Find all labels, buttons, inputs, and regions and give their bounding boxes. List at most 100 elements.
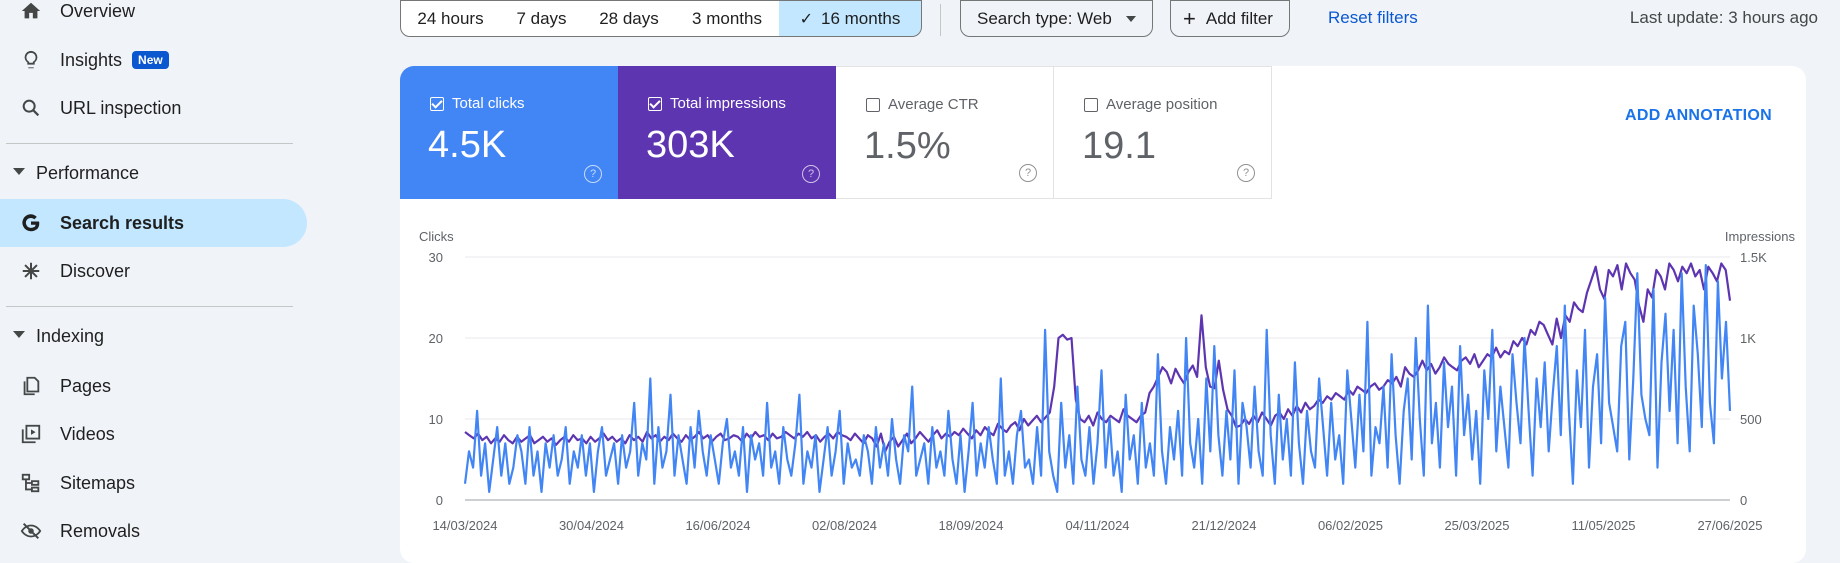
section-label-performance: Performance — [36, 163, 140, 183]
metric-label-text: Average position — [1106, 96, 1218, 113]
help-icon[interactable]: ? — [1237, 164, 1255, 182]
checkbox-unchecked[interactable] — [1084, 97, 1098, 112]
y-right-tick: 1K — [1740, 331, 1756, 346]
y-right-tick: 0 — [1740, 493, 1747, 508]
nav-item-insights[interactable]: Insights New — [0, 36, 307, 84]
add-filter-button[interactable]: + Add filter — [1170, 0, 1290, 37]
metric-label-text: Average CTR — [888, 96, 979, 113]
caret-down-icon — [13, 331, 25, 338]
home-icon — [20, 0, 42, 22]
range-label: 24 hours — [417, 8, 484, 28]
video-icon — [20, 423, 42, 445]
y-left-axis-label: Clicks — [419, 229, 454, 244]
metric-average-ctr[interactable]: Average CTR 1.5% ? — [836, 66, 1054, 199]
last-update-text: Last update: 3 hours ago — [1629, 8, 1818, 27]
sitemap-icon — [20, 472, 42, 494]
metric-value: 4.5K — [428, 124, 507, 166]
metric-label: Average CTR — [866, 96, 979, 113]
x-tick: 25/03/2025 — [1444, 518, 1509, 533]
help-icon[interactable]: ? — [802, 165, 820, 183]
y-left-tick: 30 — [429, 250, 443, 265]
x-tick: 27/06/2025 — [1697, 518, 1762, 533]
sidebar-divider — [6, 306, 293, 307]
range-label: 7 days — [516, 8, 567, 28]
asterisk-icon — [20, 260, 42, 282]
range-24-hours[interactable]: 24 hours — [400, 0, 501, 37]
nav-item-search-results[interactable]: Search results — [0, 199, 307, 247]
help-icon[interactable]: ? — [584, 165, 602, 183]
range-28-days[interactable]: 28 days — [583, 0, 676, 37]
nav-label-sitemaps: Sitemaps — [60, 472, 136, 493]
y-left-tick: 10 — [429, 412, 443, 427]
nav-label-url-inspection: URL inspection — [60, 97, 182, 118]
range-7-days[interactable]: 7 days — [500, 0, 584, 37]
search-icon — [20, 97, 42, 119]
metric-label-text: Total clicks — [452, 95, 525, 112]
eye-off-icon — [20, 520, 42, 542]
x-tick: 02/08/2024 — [812, 518, 877, 533]
range-label: 28 days — [599, 8, 659, 28]
nav-label-videos: Videos — [60, 423, 115, 444]
metric-total-clicks[interactable]: Total clicks 4.5K ? — [400, 66, 618, 199]
nav-item-pages[interactable]: Pages — [0, 362, 307, 410]
lightbulb-icon — [20, 49, 42, 71]
y-left-tick: 20 — [429, 331, 443, 346]
x-tick: 11/05/2025 — [1571, 518, 1635, 533]
checkbox-unchecked[interactable] — [866, 97, 880, 112]
sidebar-divider — [6, 143, 293, 144]
y-left-tick: 0 — [436, 493, 443, 508]
help-icon[interactable]: ? — [1019, 164, 1037, 182]
range-16-months[interactable]: ✓ 16 months — [779, 0, 922, 37]
nav-item-url-inspection[interactable]: URL inspection — [0, 84, 307, 132]
search-type-label: Search type: Web — [977, 8, 1112, 28]
nav-item-overview[interactable]: Overview — [0, 0, 307, 35]
impressions-series-line — [464, 262, 1732, 453]
section-label-indexing: Indexing — [36, 326, 105, 346]
metric-average-position[interactable]: Average position 19.1 ? — [1054, 66, 1272, 199]
nav-label-pages: Pages — [60, 375, 112, 396]
section-performance[interactable]: Performance — [0, 154, 300, 194]
sidebar: Overview Insights New URL inspection Perf… — [0, 0, 312, 563]
x-tick: 06/02/2025 — [1318, 518, 1383, 533]
performance-card: Total clicks 4.5K ? Total impressions 30… — [400, 66, 1806, 563]
nav-label-discover: Discover — [60, 260, 131, 281]
range-label: 16 months — [821, 8, 901, 28]
toolbar-divider — [940, 4, 941, 36]
metric-total-impressions[interactable]: Total impressions 303K ? — [618, 66, 836, 199]
pages-icon — [20, 375, 42, 397]
caret-down-icon — [1125, 15, 1136, 22]
search-type-dropdown[interactable]: Search type: Web — [960, 0, 1153, 37]
nav-item-removals[interactable]: Removals — [0, 507, 307, 555]
check-icon: ✓ — [799, 10, 813, 28]
checkbox-checked[interactable] — [648, 96, 662, 111]
nav-label-removals: Removals — [60, 520, 141, 541]
x-tick: 16/06/2024 — [685, 518, 750, 533]
add-annotation-button[interactable]: ADD ANNOTATION — [1625, 107, 1772, 124]
x-tick: 30/04/2024 — [559, 518, 624, 533]
range-3-months[interactable]: 3 months — [675, 0, 780, 37]
y-right-tick: 1.5K — [1740, 250, 1767, 265]
x-tick: 14/03/2024 — [432, 518, 497, 533]
new-badge: New — [132, 50, 169, 69]
x-tick: 18/09/2024 — [938, 518, 1003, 533]
metric-label: Total impressions — [648, 95, 786, 112]
nav-label-overview: Overview — [60, 0, 136, 21]
nav-item-sitemaps[interactable]: Sitemaps — [0, 459, 307, 507]
checkbox-checked[interactable] — [430, 96, 444, 111]
reset-filters-link[interactable]: Reset filters — [1328, 8, 1418, 27]
add-filter-label: Add filter — [1205, 8, 1273, 28]
nav-item-videos[interactable]: Videos — [0, 410, 307, 458]
x-tick: 04/11/2024 — [1065, 518, 1129, 533]
section-indexing[interactable]: Indexing — [0, 317, 300, 357]
plus-icon: + — [1183, 5, 1196, 31]
caret-down-icon — [13, 168, 25, 175]
y-right-axis-label: Impressions — [1725, 229, 1796, 244]
nav-label-search-results: Search results — [60, 212, 185, 233]
nav-item-discover[interactable]: Discover — [0, 247, 307, 295]
metric-label-text: Total impressions — [670, 95, 786, 112]
performance-chart: Clicks Impressions 0 0 10 500 20 1K 30 1.5K 14/03/… — [419, 229, 1796, 533]
clicks-series-line — [463, 264, 1732, 493]
nav-label-insights: Insights New — [60, 50, 169, 71]
metric-value: 1.5% — [864, 125, 951, 167]
range-label: 3 months — [692, 8, 762, 28]
